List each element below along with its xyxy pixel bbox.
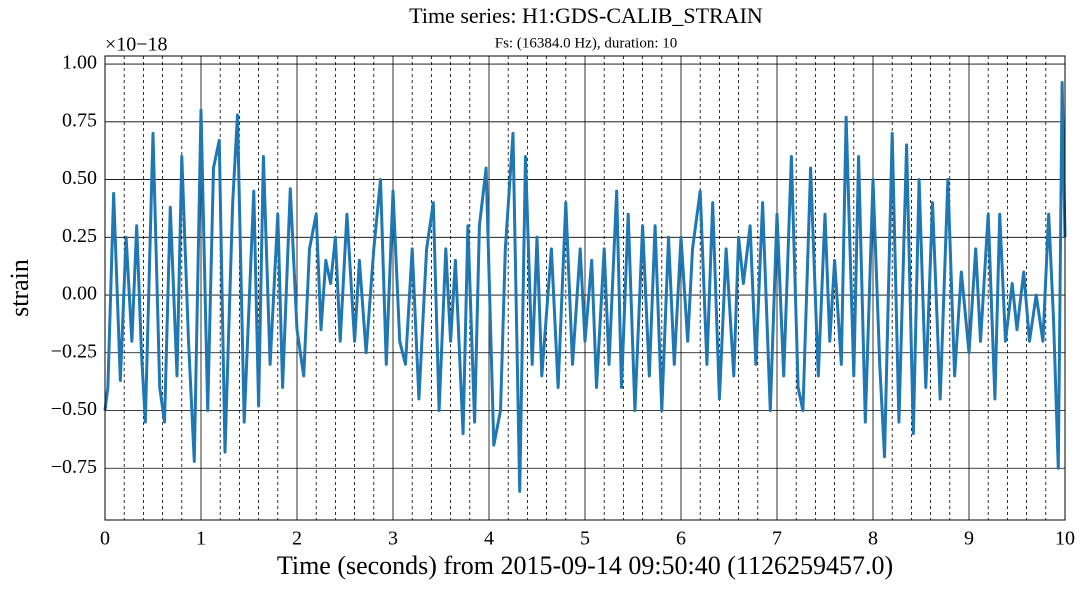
y-tick-label: −0.25 — [51, 340, 97, 362]
y-tick-label: −0.75 — [51, 456, 97, 478]
y-axis-label: strain — [5, 259, 34, 317]
chart-title: Time series: H1:GDS-CALIB_STRAIN — [409, 3, 763, 28]
chart-subtitle: Fs: (16384.0 Hz), duration: 10 — [495, 35, 677, 51]
x-tick-label: 5 — [580, 528, 590, 550]
y-offset-label: ×10−18 — [105, 34, 168, 56]
y-tick-label: 0.50 — [62, 167, 97, 189]
x-tick-label: 4 — [484, 528, 494, 550]
x-tick-label: 3 — [388, 528, 398, 550]
x-tick-label: 8 — [868, 528, 878, 550]
x-tick-label: 6 — [676, 528, 686, 550]
x-axis-label: Time (seconds) from 2015-09-14 09:50:40 … — [277, 551, 893, 580]
y-tick-label: −0.50 — [51, 398, 97, 420]
x-tick-label: 7 — [772, 528, 782, 550]
x-tick-label: 2 — [292, 528, 302, 550]
data-line — [103, 81, 1067, 493]
x-tick-label: 1 — [196, 528, 206, 550]
y-tick-label: 0.00 — [62, 283, 97, 305]
y-tick-label: 1.00 — [62, 52, 97, 74]
plot-frame — [104, 55, 1066, 521]
x-tick-label: 9 — [964, 528, 974, 550]
x-tick-label: 0 — [100, 528, 110, 550]
x-tick-label: 10 — [1055, 528, 1075, 550]
y-tick-label: 0.75 — [62, 109, 97, 131]
y-tick-label: 0.25 — [62, 225, 97, 247]
